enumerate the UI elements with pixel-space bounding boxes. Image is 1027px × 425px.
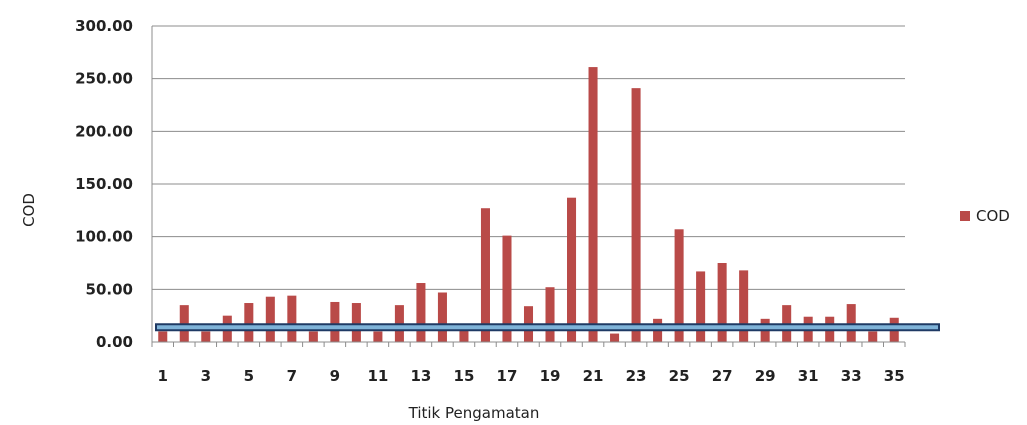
y-tick-label: 50.00 (86, 280, 133, 298)
y-tick-label: 150.00 (75, 175, 133, 193)
bar (588, 67, 598, 342)
bar (739, 270, 749, 342)
bar (696, 271, 706, 342)
bar (610, 333, 620, 342)
x-tick-label: 29 (755, 367, 776, 385)
bar (717, 263, 727, 342)
y-tick-labels: 0.00 50.00 100.00 150.00 200.00 250.00 300.00 (75, 17, 133, 351)
bar (287, 295, 297, 342)
bar (631, 88, 641, 342)
bar (244, 303, 254, 342)
bar (437, 292, 447, 342)
reference-band (155, 323, 940, 332)
x-tick-label: 35 (884, 367, 905, 385)
bar (158, 331, 168, 342)
bar (502, 235, 512, 342)
bar (846, 304, 856, 342)
bars (158, 67, 899, 342)
x-tick-label: 15 (454, 367, 475, 385)
bar (416, 283, 426, 342)
y-axis-title: COD (20, 193, 38, 227)
y-tick-label: 100.00 (75, 228, 133, 246)
bar (868, 331, 878, 342)
y-tick-label: 0.00 (96, 333, 133, 351)
bar (674, 229, 684, 342)
x-tick-label: 7 (287, 367, 297, 385)
x-tick-label: 13 (410, 367, 431, 385)
gridlines (152, 25, 905, 343)
x-tick-label: 33 (841, 367, 862, 385)
x-tick-label: 11 (367, 367, 388, 385)
x-tick-labels: 1 3 5 7 9 11 13 15 17 19 21 23 25 27 29 31 33 35 (158, 367, 905, 385)
x-tick-label: 9 (330, 367, 340, 385)
bar (330, 301, 340, 342)
legend-swatch (960, 211, 970, 221)
x-tick-label: 25 (669, 367, 690, 385)
x-tick-label: 1 (158, 367, 168, 385)
bar (265, 296, 275, 342)
x-axis-title: Titik Pengamatan (408, 404, 540, 422)
x-tick-label: 21 (583, 367, 604, 385)
legend-label: COD (976, 207, 1010, 225)
x-tick-label: 19 (540, 367, 561, 385)
reference-line (155, 323, 940, 332)
x-tick-label: 17 (497, 367, 518, 385)
bar (351, 303, 361, 342)
bar (373, 331, 383, 342)
x-tick-label: 3 (201, 367, 211, 385)
bar (459, 326, 469, 342)
x-tick-label: 27 (712, 367, 733, 385)
bar (545, 287, 555, 342)
y-tick-label: 300.00 (75, 17, 133, 35)
bar (480, 208, 490, 342)
y-tick-label: 250.00 (75, 70, 133, 88)
x-tick-label: 23 (626, 367, 647, 385)
y-tick-label: 200.00 (75, 122, 133, 140)
x-tick-label: 31 (798, 367, 819, 385)
bar (567, 197, 577, 342)
bar (308, 331, 318, 342)
x-tick-label: 5 (244, 367, 254, 385)
bar (201, 331, 211, 342)
axes (151, 26, 906, 347)
legend: COD (960, 207, 1010, 225)
